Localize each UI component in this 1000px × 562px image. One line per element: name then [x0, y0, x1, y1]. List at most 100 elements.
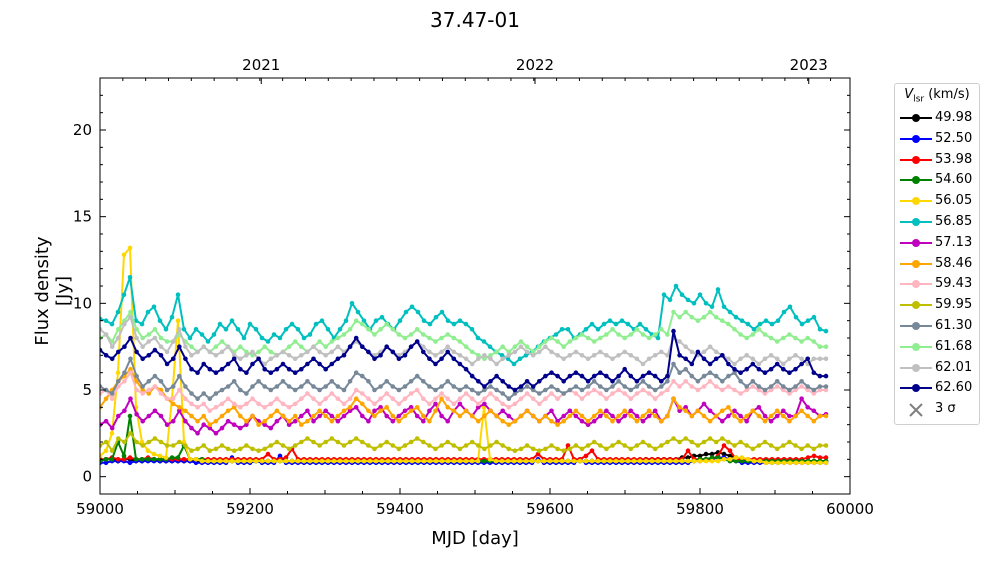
- data-point: [464, 367, 469, 372]
- data-point: [415, 374, 420, 379]
- data-point: [476, 391, 481, 396]
- data-point: [189, 402, 194, 407]
- data-point: [116, 457, 121, 462]
- data-point: [183, 419, 188, 424]
- data-point: [421, 332, 426, 337]
- data-point: [165, 388, 170, 393]
- data-point: [757, 414, 762, 419]
- legend-entry: 59.95: [895, 295, 979, 315]
- data-point: [641, 374, 646, 379]
- series-line: [100, 373, 826, 411]
- data-point: [378, 327, 383, 332]
- data-point: [696, 388, 701, 393]
- data-point: [201, 362, 206, 367]
- data-point: [726, 384, 731, 389]
- data-point: [128, 246, 133, 251]
- data-point: [250, 447, 255, 452]
- data-point: [586, 379, 591, 384]
- data-point: [738, 440, 743, 445]
- data-point: [338, 327, 343, 332]
- data-point: [738, 370, 743, 375]
- data-point: [323, 396, 328, 401]
- data-point: [440, 310, 445, 315]
- data-point: [220, 388, 225, 393]
- data-point: [238, 357, 243, 362]
- data-point: [110, 457, 115, 462]
- data-point: [549, 336, 554, 341]
- data-point: [230, 318, 235, 323]
- data-point: [561, 391, 566, 396]
- data-point: [740, 455, 745, 460]
- data-point: [311, 414, 316, 419]
- data-point: [372, 409, 377, 414]
- data-point: [744, 336, 749, 341]
- data-point: [476, 459, 481, 464]
- data-point: [677, 440, 682, 445]
- data-point: [787, 388, 792, 393]
- data-point: [812, 419, 817, 424]
- data-point: [421, 396, 426, 401]
- data-point: [548, 459, 553, 464]
- data-point: [488, 357, 493, 362]
- data-point: [159, 379, 164, 384]
- data-point: [555, 339, 560, 344]
- data-point: [812, 370, 817, 375]
- data-point: [650, 459, 655, 464]
- y-tick-label: 15: [73, 208, 92, 226]
- data-point: [590, 448, 595, 453]
- data-point: [104, 419, 109, 424]
- legend-entry: 62.60: [895, 378, 979, 398]
- data-point: [806, 318, 811, 323]
- data-point: [716, 287, 721, 292]
- data-point: [641, 332, 646, 337]
- series-line: [100, 248, 826, 463]
- legend-label: 59.43: [935, 276, 972, 291]
- legend-title-unit: (km/s): [924, 87, 970, 102]
- data-point: [671, 436, 676, 441]
- data-point: [195, 396, 200, 401]
- data-point: [287, 384, 292, 389]
- data-point: [336, 419, 341, 424]
- data-point: [128, 357, 133, 362]
- data-point: [604, 447, 609, 452]
- data-point: [220, 350, 225, 355]
- data-point: [140, 391, 145, 396]
- data-point: [176, 292, 181, 297]
- data-point: [668, 298, 673, 303]
- data-point: [366, 409, 371, 414]
- data-point: [824, 443, 829, 448]
- data-point: [781, 409, 786, 414]
- data-point: [372, 402, 377, 407]
- data-point: [372, 357, 377, 362]
- data-point: [110, 322, 115, 327]
- data-point: [720, 436, 725, 441]
- data-point: [384, 344, 389, 349]
- data-point: [574, 391, 579, 396]
- data-point: [409, 332, 414, 337]
- data-point: [708, 436, 713, 441]
- data-point: [799, 379, 804, 384]
- data-point: [317, 443, 322, 448]
- data-point: [433, 447, 438, 452]
- data-point: [812, 388, 817, 393]
- data-point: [152, 305, 157, 310]
- data-point: [330, 362, 335, 367]
- data-point: [602, 459, 607, 464]
- data-point: [171, 419, 176, 424]
- data-point: [775, 379, 780, 384]
- data-point: [638, 459, 643, 464]
- data-point: [189, 344, 194, 349]
- data-point: [543, 396, 548, 401]
- data-point: [403, 414, 408, 419]
- data-point: [146, 457, 151, 462]
- data-point: [311, 384, 316, 389]
- data-point: [677, 405, 682, 410]
- legend-title-main: V: [904, 87, 913, 102]
- data-point: [488, 443, 493, 448]
- data-point: [232, 448, 237, 453]
- data-point: [177, 405, 182, 410]
- data-point: [710, 305, 715, 310]
- data-point: [751, 362, 756, 367]
- data-point: [433, 396, 438, 401]
- data-point: [554, 332, 559, 337]
